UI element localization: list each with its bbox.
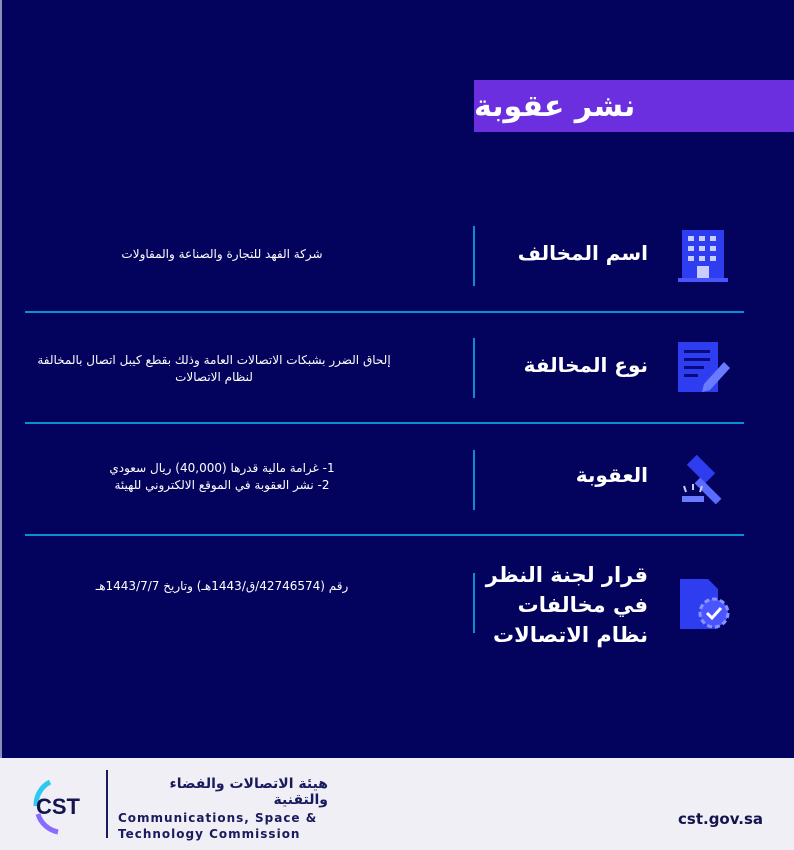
org-name-en-1: Communications, Space & xyxy=(118,811,318,825)
logo-divider xyxy=(106,770,108,838)
divider-vertical xyxy=(473,226,475,286)
building-icon xyxy=(678,230,728,282)
org-name-ar: هيئة الاتصالات والفضاء والتقنية xyxy=(169,776,328,808)
row-label: نوع المخالفة xyxy=(523,353,648,377)
verified-document-icon xyxy=(680,579,730,629)
svg-text:CST: CST xyxy=(36,794,81,819)
website-link[interactable]: cst.gov.sa xyxy=(678,810,764,828)
row-value: شركة الفهد للتجارة والصناعة والمقاولات xyxy=(121,247,323,261)
org-name: هيئة الاتصالات والفضاء والتقنية Communic… xyxy=(118,776,328,841)
row-label: اسم المخالف xyxy=(517,241,648,265)
penalty-panel: نشر عقوبة اسم المخالف شركة الفهد للتجارة… xyxy=(0,0,794,758)
row-value: رقم (42746574/ق/1443هـ) وتاريخ 1443/7/7ه… xyxy=(95,579,349,593)
penalty-line: 1- غرامة مالية قدرها (40,000) ريال سعودي xyxy=(109,461,335,475)
row-value: 1- غرامة مالية قدرها (40,000) ريال سعودي… xyxy=(12,460,432,494)
row-label: قرار لجنة النظر في مخالفات نظام الاتصالا… xyxy=(485,563,648,647)
row-label: العقوبة xyxy=(575,463,648,487)
penalty-line: 2- نشر العقوبة في الموقع الالكتروني للهي… xyxy=(114,478,330,492)
footer: CST هيئة الاتصالات والفضاء والتقنية Comm… xyxy=(0,758,794,850)
org-name-en-2: Technology Commission xyxy=(118,827,301,841)
divider xyxy=(25,422,744,424)
row-value: إلحاق الضرر بشبكات الاتصالات العامة وذلك… xyxy=(37,353,391,384)
page-title: نشر عقوبة xyxy=(474,80,794,132)
divider xyxy=(25,311,744,313)
divider-vertical xyxy=(473,573,475,633)
gavel-icon xyxy=(682,454,722,505)
cst-logo: CST xyxy=(33,779,81,835)
document-edit-icon xyxy=(678,342,730,392)
divider-vertical xyxy=(473,450,475,510)
divider xyxy=(25,534,744,536)
divider-vertical xyxy=(473,338,475,398)
